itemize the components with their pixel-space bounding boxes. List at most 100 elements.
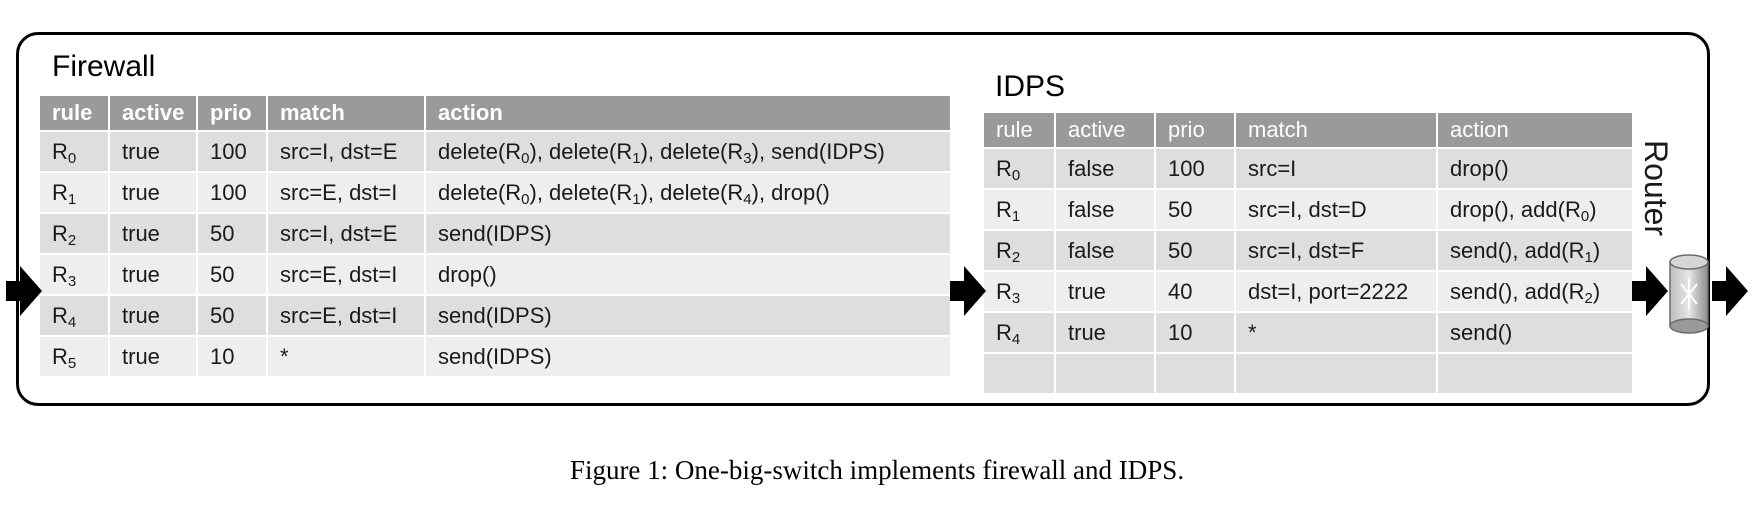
figure-caption: Figure 1: One-big-switch implements fire… bbox=[569, 455, 1185, 485]
action-cell: send(), add(R1) bbox=[1438, 231, 1632, 272]
rule-index: 2 bbox=[67, 231, 77, 249]
prio-cell: 100 bbox=[198, 173, 268, 214]
idps-table: rule active prio match action R0 false 100… bbox=[984, 113, 1632, 395]
table-row: R0 false 100 src=I drop() bbox=[984, 149, 1632, 190]
rule-index: 1 bbox=[67, 190, 77, 208]
rule-name: R bbox=[52, 179, 68, 205]
rule-name: R bbox=[996, 196, 1012, 222]
match-cell: src=E, dst=I bbox=[268, 173, 426, 214]
table-header-row: rule active prio match action bbox=[40, 96, 950, 132]
rule-index: 0 bbox=[67, 149, 77, 167]
padding-cell bbox=[1156, 354, 1236, 395]
header-prio: prio bbox=[198, 96, 268, 132]
output-arrow bbox=[1712, 266, 1748, 316]
padding-cell bbox=[1438, 354, 1632, 395]
match-cell: src=I, dst=D bbox=[1236, 190, 1438, 231]
prio-cell: 50 bbox=[1156, 190, 1236, 231]
padding-cell bbox=[1056, 354, 1156, 395]
rule-name: R bbox=[996, 155, 1012, 181]
active-cell: false bbox=[1056, 190, 1156, 231]
rule-name: R bbox=[996, 278, 1012, 304]
header-rule: rule bbox=[40, 96, 110, 132]
rule-index: 2 bbox=[1011, 248, 1021, 266]
table-row: R2 true 50 src=I, dst=E send(IDPS) bbox=[40, 214, 950, 255]
input-arrow bbox=[6, 266, 42, 316]
rule-name: R bbox=[52, 302, 68, 328]
table-row: R3 true 50 src=E, dst=I drop() bbox=[40, 255, 950, 296]
one-big-switch-frame bbox=[16, 32, 1710, 406]
rule-cell: R2 bbox=[40, 214, 110, 255]
action-cell: send(IDPS) bbox=[426, 214, 950, 255]
router-icon bbox=[1669, 254, 1709, 334]
active-cell: true bbox=[1056, 313, 1156, 354]
padding-cell bbox=[1236, 354, 1438, 395]
rule-cell: R0 bbox=[40, 132, 110, 173]
active-cell: false bbox=[1056, 231, 1156, 272]
prio-cell: 40 bbox=[1156, 272, 1236, 313]
firewall-title: Firewall bbox=[52, 50, 156, 83]
rule-index: 0 bbox=[1011, 166, 1021, 184]
prio-cell: 10 bbox=[198, 337, 268, 378]
rule-cell: R0 bbox=[984, 149, 1056, 190]
table-header-row: rule active prio match action bbox=[984, 113, 1632, 149]
action-cell: send(), add(R2) bbox=[1438, 272, 1632, 313]
header-match: match bbox=[268, 96, 426, 132]
table-row: R1 false 50 src=I, dst=D drop(), add(R0) bbox=[984, 190, 1632, 231]
rule-index: 1 bbox=[1011, 207, 1021, 225]
match-cell: src=E, dst=I bbox=[268, 296, 426, 337]
rule-index: 3 bbox=[67, 272, 77, 290]
active-cell: true bbox=[110, 255, 198, 296]
rule-cell: R4 bbox=[984, 313, 1056, 354]
rule-name: R bbox=[52, 220, 68, 246]
action-cell: delete(R0), delete(R1), delete(R4), drop… bbox=[426, 173, 950, 214]
active-cell: true bbox=[110, 173, 198, 214]
idps-to-router-arrow bbox=[1632, 266, 1668, 316]
rule-name: R bbox=[52, 261, 68, 287]
rule-cell: R1 bbox=[40, 173, 110, 214]
match-cell: src=I bbox=[1236, 149, 1438, 190]
match-cell: * bbox=[268, 337, 426, 378]
match-cell: src=I, dst=E bbox=[268, 132, 426, 173]
padding-cell bbox=[984, 354, 1056, 395]
header-rule: rule bbox=[984, 113, 1056, 149]
action-cell: drop(), add(R0) bbox=[1438, 190, 1632, 231]
prio-cell: 50 bbox=[198, 255, 268, 296]
rule-name: R bbox=[52, 343, 68, 369]
header-prio: prio bbox=[1156, 113, 1236, 149]
prio-cell: 50 bbox=[198, 296, 268, 337]
prio-cell: 50 bbox=[198, 214, 268, 255]
firewall-table: rule active prio match action R0 true 100 s… bbox=[40, 96, 950, 378]
rule-name: R bbox=[996, 319, 1012, 345]
table-row: R3 true 40 dst=I, port=2222 send(), add(R2) bbox=[984, 272, 1632, 313]
table-row: R1 true 100 src=E, dst=I delete(R0), delete(… bbox=[40, 173, 950, 214]
active-cell: false bbox=[1056, 149, 1156, 190]
prio-cell: 10 bbox=[1156, 313, 1236, 354]
match-cell: src=I, dst=F bbox=[1236, 231, 1438, 272]
table-row: R0 true 100 src=I, dst=E delete(R0), delete(… bbox=[40, 132, 950, 173]
table-row: R5 true 10 * send(IDPS) bbox=[40, 337, 950, 378]
action-cell: send(IDPS) bbox=[426, 296, 950, 337]
match-cell: src=I, dst=E bbox=[268, 214, 426, 255]
header-action: action bbox=[426, 96, 950, 132]
action-cell: drop() bbox=[1438, 149, 1632, 190]
match-cell: * bbox=[1236, 313, 1438, 354]
prio-cell: 100 bbox=[198, 132, 268, 173]
router-label: Router bbox=[1638, 140, 1674, 237]
rule-cell: R3 bbox=[984, 272, 1056, 313]
rule-name: R bbox=[52, 138, 68, 164]
rule-index: 4 bbox=[67, 313, 77, 331]
action-cell: delete(R0), delete(R1), delete(R3), send… bbox=[426, 132, 950, 173]
firewall-to-idps-arrow bbox=[950, 266, 986, 316]
header-active: active bbox=[110, 96, 198, 132]
active-cell: true bbox=[1056, 272, 1156, 313]
table-row: R4 true 50 src=E, dst=I send(IDPS) bbox=[40, 296, 950, 337]
rule-name: R bbox=[996, 237, 1012, 263]
rule-cell: R3 bbox=[40, 255, 110, 296]
action-cell: drop() bbox=[426, 255, 950, 296]
active-cell: true bbox=[110, 337, 198, 378]
table-row: R4 true 10 * send() bbox=[984, 313, 1632, 354]
active-cell: true bbox=[110, 296, 198, 337]
prio-cell: 100 bbox=[1156, 149, 1236, 190]
rule-index: 4 bbox=[1011, 330, 1021, 348]
rule-cell: R4 bbox=[40, 296, 110, 337]
